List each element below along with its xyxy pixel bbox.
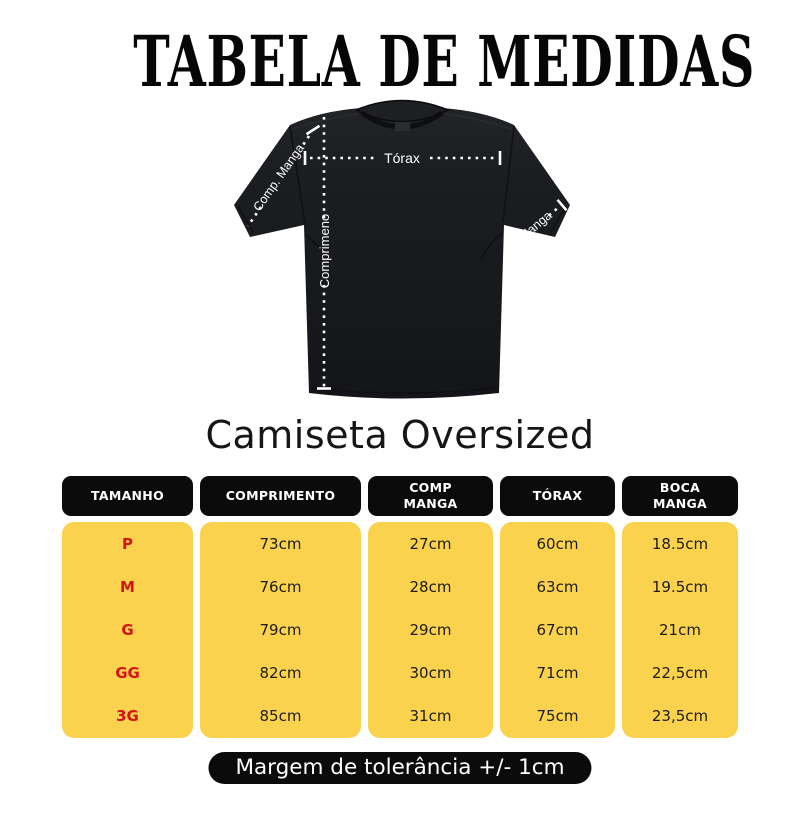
size-cell: G	[121, 621, 134, 639]
measurement-cell: 67cm	[536, 621, 579, 639]
torax-label: Tórax	[384, 150, 420, 166]
page-title-text: TABELA DE MEDIDAS	[133, 20, 756, 103]
header-label: COMPRIMENTO	[225, 488, 336, 504]
column-header-torax: TÓRAX	[500, 476, 615, 516]
tshirt-body	[234, 102, 570, 399]
comprimento-measure-line: Comprimeno	[317, 117, 332, 390]
header-label: TÓRAX	[532, 488, 583, 504]
size-cell: P	[122, 534, 133, 553]
column-header-boca-manga: BOCA MANGA	[622, 476, 738, 516]
page-title: TABELA DE MEDIDAS	[0, 27, 800, 97]
size-cell: GG	[115, 664, 140, 683]
measurement-cell: 28cm	[409, 577, 452, 596]
measurement-cell: 19.5cm	[651, 577, 709, 596]
size-cell: 3G	[116, 707, 139, 726]
measurement-cell: 76cm	[259, 577, 302, 596]
header-label: TAMANHO	[91, 488, 164, 504]
header-label: MANGA	[403, 496, 458, 511]
size-table: TAMANHO P M G GG 3G COMPRIMENTO 73cm 76c…	[62, 476, 738, 738]
product-name: Camiseta Oversized	[205, 413, 595, 457]
column-body-comprimento: 73cm 76cm 79cm 82cm 85cm	[200, 522, 361, 738]
column-body-boca-manga: 18.5cm 19.5cm 21cm 22,5cm 23,5cm	[622, 522, 738, 738]
table-column-comp-manga: COMP MANGA 27cm 28cm 29cm 30cm 31cm	[368, 476, 493, 738]
column-body-tamanho: P M G GG 3G	[62, 522, 193, 738]
size-cell: M	[120, 577, 135, 596]
measurement-cell: 75cm	[536, 707, 579, 726]
column-body-comp-manga: 27cm 28cm 29cm 30cm 31cm	[368, 522, 493, 738]
comprimento-label: Comprimeno	[317, 214, 332, 288]
header-label: MANGA	[652, 496, 707, 511]
measurement-cell: 18.5cm	[651, 534, 709, 553]
column-header-comprimento: COMPRIMENTO	[200, 476, 361, 516]
measurement-cell: 27cm	[409, 534, 452, 553]
tolerance-note-text: Margem de tolerância +/- 1cm	[235, 755, 565, 780]
table-column-comprimento: COMPRIMENTO 73cm 76cm 79cm 82cm 85cm	[200, 476, 361, 738]
column-header-comp-manga: COMP MANGA	[368, 476, 493, 516]
measurement-cell: 60cm	[536, 534, 579, 553]
table-column-boca-manga: BOCA MANGA 18.5cm 19.5cm 21cm 22,5cm 23,…	[622, 476, 738, 738]
header-label: COMP	[409, 480, 452, 496]
measurement-cell: 82cm	[259, 664, 302, 683]
measurement-cell: 31cm	[409, 707, 452, 726]
tshirt-diagram: Tórax Comprimeno Comp. Manga Manga	[234, 99, 570, 399]
measurement-cell: 22,5cm	[651, 664, 709, 683]
measurement-cell: 29cm	[409, 621, 452, 639]
measurement-cell: 73cm	[259, 534, 302, 553]
table-column-tamanho: TAMANHO P M G GG 3G	[62, 476, 193, 738]
tshirt-details	[237, 99, 567, 394]
measurement-cell: 21cm	[659, 621, 701, 639]
measurement-cell: 23,5cm	[651, 707, 709, 726]
measurement-cell: 79cm	[259, 621, 302, 639]
column-header-tamanho: TAMANHO	[62, 476, 193, 516]
measurement-cell: 63cm	[536, 577, 579, 596]
measurement-cell: 30cm	[409, 664, 452, 683]
table-column-torax: TÓRAX 60cm 63cm 67cm 71cm 75cm	[500, 476, 615, 738]
measurement-cell: 71cm	[536, 664, 579, 683]
column-body-torax: 60cm 63cm 67cm 71cm 75cm	[500, 522, 615, 738]
collar-brand-tag	[395, 122, 410, 131]
torax-measure-line: Tórax	[303, 150, 502, 166]
tolerance-note: Margem de tolerância +/- 1cm	[208, 752, 592, 784]
measurement-cell: 85cm	[259, 707, 302, 726]
collar	[354, 99, 450, 123]
header-label: BOCA	[659, 480, 701, 496]
